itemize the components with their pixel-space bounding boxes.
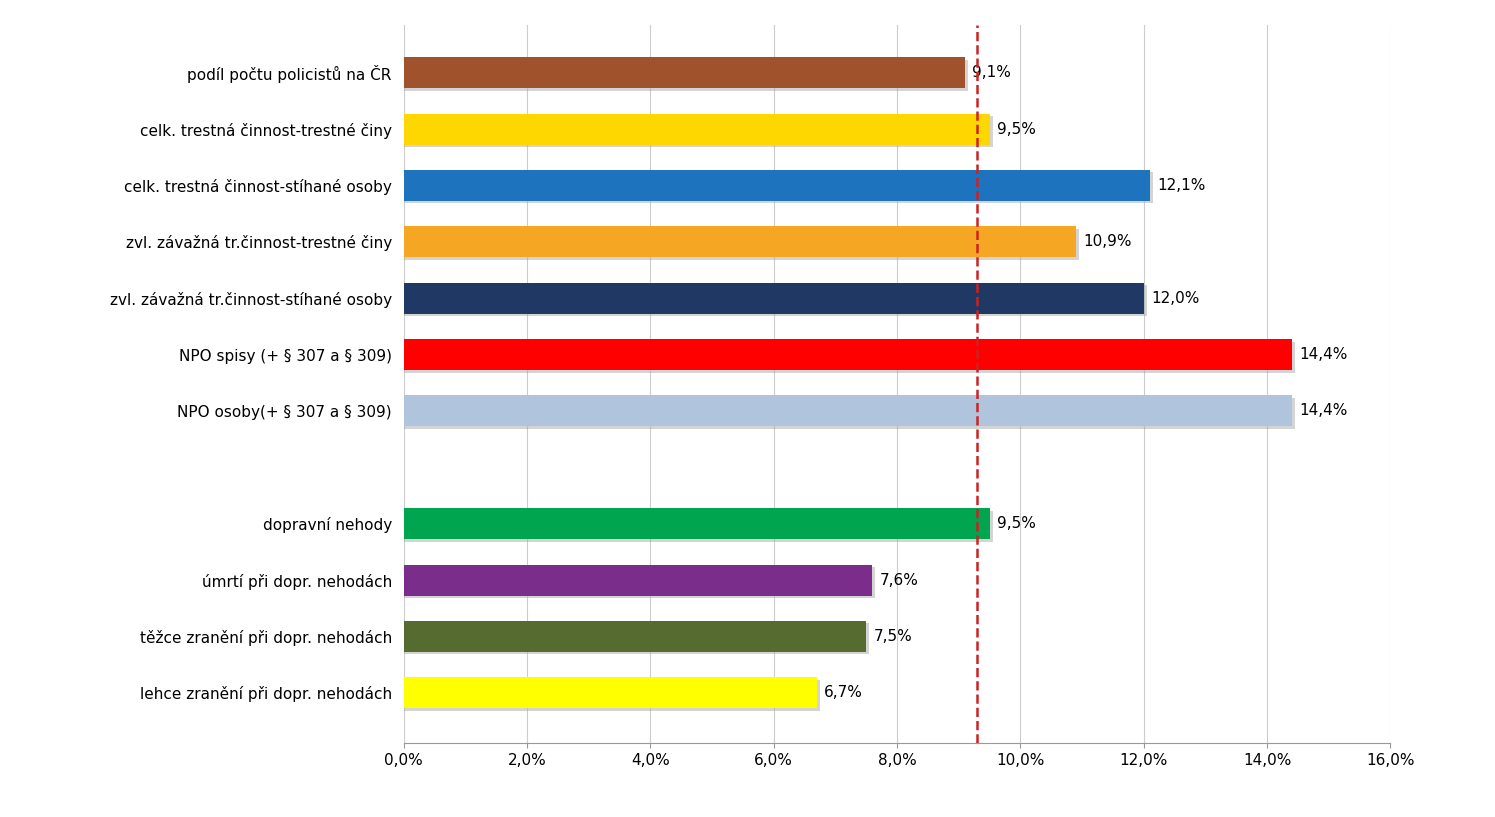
Bar — [404, 565, 872, 596]
Text: 7,5%: 7,5% — [873, 629, 912, 644]
Bar — [404, 285, 1147, 316]
Bar — [404, 226, 1076, 257]
Bar — [404, 623, 869, 654]
Text: 10,9%: 10,9% — [1084, 234, 1132, 249]
Bar — [404, 508, 990, 539]
Bar — [404, 621, 866, 652]
Bar — [404, 283, 1144, 314]
Bar — [404, 229, 1079, 260]
Text: 12,0%: 12,0% — [1151, 291, 1199, 306]
Bar — [404, 172, 1153, 203]
Text: 14,4%: 14,4% — [1299, 404, 1347, 418]
Bar — [404, 170, 1150, 201]
Text: 9,1%: 9,1% — [972, 65, 1011, 80]
Bar — [404, 339, 1292, 370]
Bar — [404, 680, 819, 711]
Bar — [404, 395, 1292, 426]
Bar — [404, 677, 816, 708]
Text: 6,7%: 6,7% — [824, 685, 863, 700]
Bar — [404, 116, 993, 147]
Text: 12,1%: 12,1% — [1157, 178, 1205, 193]
Bar — [404, 57, 964, 88]
Bar — [404, 342, 1295, 373]
Bar — [404, 60, 967, 91]
Text: 9,5%: 9,5% — [997, 122, 1036, 136]
Bar — [404, 114, 990, 145]
Bar — [404, 511, 993, 542]
Text: 9,5%: 9,5% — [997, 516, 1036, 531]
Text: 7,6%: 7,6% — [879, 573, 918, 587]
Text: 14,4%: 14,4% — [1299, 347, 1347, 362]
Bar — [404, 398, 1295, 429]
Bar — [404, 567, 876, 598]
